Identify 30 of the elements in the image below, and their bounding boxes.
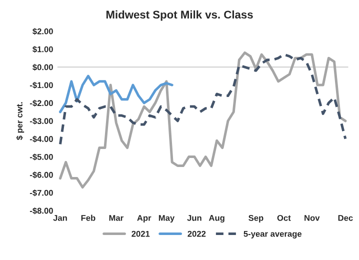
legend-label: 2022 [188, 230, 206, 237]
x-tick-label: Jun [187, 215, 202, 221]
x-tick-label: May [158, 215, 175, 223]
x-tick-label: Feb [81, 214, 96, 221]
x-tick-label: Sep [248, 214, 264, 223]
x-tick-label: Oct [277, 214, 291, 221]
x-tick-label: Apr [137, 215, 152, 223]
y-tick-label: -$8.00 [30, 207, 53, 214]
line-series [58, 74, 174, 114]
y-tick-label: -$6.00 [30, 172, 53, 178]
y-tick-label: $2.00 [32, 28, 53, 35]
y-tick-label: $0.00 [32, 64, 53, 71]
legend-label: 5-year average [244, 230, 302, 238]
line-series [58, 51, 347, 189]
y-tick-label: -$4.00 [30, 136, 53, 142]
x-tick-label: Nov [304, 215, 320, 221]
line-series [58, 53, 347, 146]
y-tick-label: -$5.00 [30, 154, 53, 160]
chart-title: Midwest Spot Milk vs. Class [106, 10, 253, 21]
y-tick-label: -$2.00 [30, 100, 53, 107]
y-tick-label: -$1.00 [30, 82, 53, 89]
y-tick-label: -$3.00 [30, 118, 53, 125]
legend-label: 2021 [132, 230, 150, 237]
y-tick-label: $1.00 [32, 46, 53, 53]
x-tick-label: Aug [208, 215, 224, 223]
x-tick-label: Mar [109, 215, 124, 221]
x-tick-label: Dec [338, 215, 353, 221]
y-axis-title: $ per cwt. [16, 102, 24, 140]
x-tick-label: Jan [53, 215, 67, 221]
y-tick-label: -$7.00 [30, 189, 53, 196]
